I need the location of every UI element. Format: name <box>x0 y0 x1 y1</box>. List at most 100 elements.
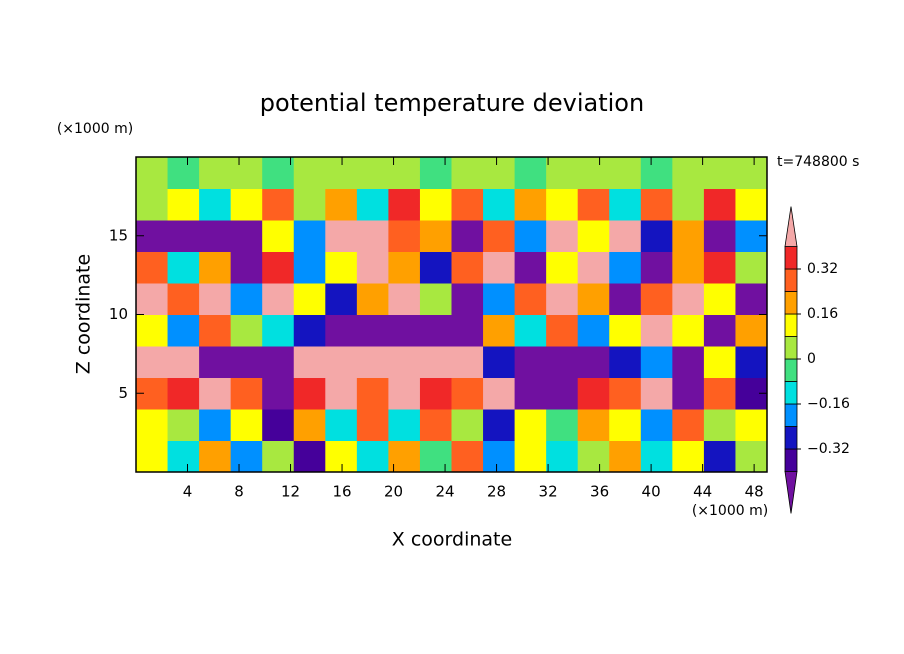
x-tick-label: 16 <box>332 483 351 501</box>
contour-cell <box>514 377 547 410</box>
contour-cell <box>546 251 579 284</box>
contour-cell <box>419 440 452 473</box>
contour-cell <box>735 440 768 473</box>
contour-cell <box>514 220 547 252</box>
contour-cell <box>136 188 169 221</box>
contour-cell <box>356 314 389 347</box>
contour-cell <box>356 440 389 473</box>
contour-cell <box>672 314 705 347</box>
contour-cell <box>262 157 295 189</box>
colorbar-segment <box>784 313 798 337</box>
chart-title: potential temperature deviation <box>260 89 644 117</box>
contour-cell <box>388 251 421 284</box>
contour-cell <box>262 377 295 410</box>
contour-cell <box>388 220 421 252</box>
contour-cell <box>640 314 673 347</box>
contour-cell <box>262 440 295 473</box>
contour-cell <box>735 409 768 441</box>
contour-cell <box>609 251 642 284</box>
contour-cell <box>199 346 232 378</box>
contour-cell <box>640 409 673 441</box>
contour-cell <box>199 283 232 315</box>
contour-cell <box>640 157 673 189</box>
contour-cell <box>136 409 169 441</box>
contour-cell <box>230 377 263 410</box>
contour-cell <box>356 188 389 221</box>
colorbar-segment <box>784 448 798 472</box>
contour-cell <box>546 409 579 441</box>
colorbar-segment <box>784 246 798 270</box>
contour-cell <box>577 377 610 410</box>
contour-cell <box>672 188 705 221</box>
contour-cell <box>609 157 642 189</box>
contour-cell <box>609 440 642 473</box>
contour-cell <box>230 157 263 189</box>
contour-cell <box>703 188 736 221</box>
contour-cell <box>483 157 516 189</box>
contour-cell <box>388 188 421 221</box>
contour-cell <box>356 157 389 189</box>
contour-cell <box>356 283 389 315</box>
contour-cell <box>451 251 484 284</box>
contour-cell <box>703 346 736 378</box>
contour-cell <box>199 377 232 410</box>
contour-cell <box>577 188 610 221</box>
contour-cell <box>293 283 326 315</box>
contour-cell <box>167 314 200 347</box>
contour-cell <box>167 251 200 284</box>
contour-cell <box>546 346 579 378</box>
contour-cell <box>230 440 263 473</box>
contour-cell <box>609 346 642 378</box>
contour-cell <box>483 251 516 284</box>
x-tick-label: 20 <box>384 483 403 501</box>
contour-cell <box>262 283 295 315</box>
x-tick-label: 4 <box>183 483 193 501</box>
contour-cell <box>325 251 358 284</box>
contour-cell <box>419 251 452 284</box>
contour-cell <box>483 346 516 378</box>
contour-cell <box>230 409 263 441</box>
contour-cell <box>230 188 263 221</box>
contour-cell <box>640 377 673 410</box>
contour-cell <box>325 188 358 221</box>
contour-cell <box>293 157 326 189</box>
y-unit: (×1000 m) <box>57 121 133 137</box>
x-tick-label: 28 <box>487 483 506 501</box>
contour-cell <box>136 283 169 315</box>
contour-cell <box>419 157 452 189</box>
contour-cell <box>293 346 326 378</box>
contour-cell <box>609 220 642 252</box>
contour-cell <box>672 251 705 284</box>
contour-cell <box>293 220 326 252</box>
contour-cell <box>325 377 358 410</box>
contour-cell <box>325 220 358 252</box>
contour-cell <box>419 188 452 221</box>
contour-cell <box>640 220 673 252</box>
y-tick-label: 10 <box>109 305 128 323</box>
contour-cell <box>735 346 768 378</box>
contour-cell <box>388 409 421 441</box>
contour-cell <box>672 377 705 410</box>
colorbar-segment <box>784 291 798 315</box>
colorbar-segment <box>784 426 798 450</box>
contour-cell <box>419 409 452 441</box>
contour-cell <box>451 409 484 441</box>
contour-cell <box>451 440 484 473</box>
contour-cell <box>640 283 673 315</box>
contour-cell <box>451 346 484 378</box>
contour-cell <box>672 440 705 473</box>
colorbar-tick-label: 0.32 <box>807 261 838 277</box>
contour-cell <box>356 377 389 410</box>
contour-cell <box>167 283 200 315</box>
y-axis-label: Z coordinate <box>73 254 95 374</box>
contour-cell <box>546 440 579 473</box>
colorbar-tick-label: 0 <box>807 351 816 367</box>
contour-cell <box>577 346 610 378</box>
contour-cell <box>546 188 579 221</box>
contour-cell <box>703 409 736 441</box>
contour-cell <box>546 314 579 347</box>
contour-cell <box>388 283 421 315</box>
contour-cell <box>672 220 705 252</box>
contour-cell <box>167 157 200 189</box>
contour-cell <box>577 314 610 347</box>
